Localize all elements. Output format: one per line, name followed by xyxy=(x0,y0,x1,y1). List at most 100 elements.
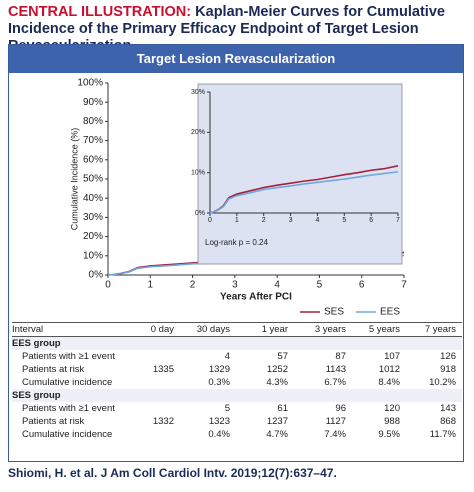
header-cell: 5 years xyxy=(368,324,400,335)
table-row: Patients with ≥1 event 5 61 96 120 143 xyxy=(12,402,462,415)
table-row: Cumulative incidence 0.3% 4.3% 6.7% 8.4% 10.2… xyxy=(12,376,462,389)
table-cell: 120 xyxy=(384,403,400,414)
x-tick-label: 5 xyxy=(317,280,323,291)
x-tick-label: 3 xyxy=(289,217,293,224)
table: Interval 0 day 30 days 1 year 3 years 5 years… xyxy=(12,322,462,441)
header-cell: 1 year xyxy=(261,324,288,335)
table-cell: 918 xyxy=(440,364,456,375)
table-cell: 0.4% xyxy=(208,429,230,440)
x-tick-label: 2 xyxy=(262,217,266,224)
x-tick-label: 1 xyxy=(148,280,154,291)
y-tick-label: 50% xyxy=(83,174,103,185)
table-cell: 1252 xyxy=(266,364,288,375)
table-cell: 1237 xyxy=(266,416,288,427)
x-tick-label: 7 xyxy=(401,280,407,291)
table-cell: 7.4% xyxy=(324,429,346,440)
x-tick-label: 7 xyxy=(396,217,400,224)
header-cell: 0 day xyxy=(150,324,174,335)
group-row: SES group xyxy=(12,389,462,402)
y-tick-label: 20% xyxy=(83,231,103,242)
table-row: Patients at risk 1335 1329 1252 1143 1012 918 xyxy=(12,363,462,376)
table-cell: 1127 xyxy=(325,416,346,427)
x-tick-label: 1 xyxy=(235,217,239,224)
y-tick-label: 70% xyxy=(83,135,103,146)
y-tick-label: 90% xyxy=(83,97,103,108)
x-tick-label: 4 xyxy=(274,280,280,291)
y-tick-label: 30% xyxy=(191,89,205,96)
y-tick-label: 30% xyxy=(83,212,103,223)
table-cell: Patients at risk xyxy=(22,416,85,427)
table-cell: Patients with ≥1 event xyxy=(22,403,115,414)
y-tick-label: 0% xyxy=(195,210,205,217)
table-cell: Patients with ≥1 event xyxy=(22,351,115,362)
table-cell: 1332 xyxy=(152,416,174,427)
table-cell: 96 xyxy=(335,403,346,414)
table-cell: 6.7% xyxy=(324,377,346,388)
table-cell: 868 xyxy=(440,416,456,427)
table-cell: 1143 xyxy=(325,364,346,375)
table-cell: 57 xyxy=(277,351,288,362)
x-tick-label: 0 xyxy=(208,217,212,224)
table-cell: 9.5% xyxy=(378,429,400,440)
table-row: Cumulative incidence 0.4% 4.7% 7.4% 9.5% 11.7… xyxy=(12,428,462,441)
table-cell: 1323 xyxy=(208,416,230,427)
header-cell: Interval xyxy=(12,324,44,335)
y-tick-label: 10% xyxy=(191,170,205,177)
table-cell: 1329 xyxy=(208,364,230,375)
header-label: CENTRAL ILLUSTRATION: xyxy=(8,4,192,20)
header-cell: 3 years xyxy=(314,324,346,335)
table-cell: 988 xyxy=(384,416,400,427)
table-header: Interval 0 day 30 days 1 year 3 years 5 years… xyxy=(12,322,462,337)
panel-title: Target Lesion Revascularization xyxy=(9,45,463,73)
annotation: Log-rank p = 0.24 xyxy=(205,238,268,247)
table-cell: 126 xyxy=(440,351,456,362)
x-tick-label: 2 xyxy=(190,280,196,291)
table-cell: 87 xyxy=(335,351,346,362)
table-cell: 143 xyxy=(440,403,456,414)
y-axis-title: Cumulative Incidence (%) xyxy=(69,128,79,231)
y-tick-label: 100% xyxy=(77,78,103,89)
y-tick-label: 0% xyxy=(89,270,104,281)
x-tick-label: 3 xyxy=(232,280,238,291)
x-tick-label: 6 xyxy=(359,280,365,291)
table-cell: 0.3% xyxy=(208,377,230,388)
table-cell: 8.4% xyxy=(378,377,400,388)
table-cell: Cumulative incidence xyxy=(22,377,113,388)
y-tick-label: 80% xyxy=(83,116,103,127)
table-cell: 5 xyxy=(224,403,230,414)
table-cell: 11.7% xyxy=(429,429,456,440)
x-tick-label: 0 xyxy=(105,280,111,291)
panel: Target Lesion Revascularization xyxy=(8,44,464,462)
x-tick-label: 4 xyxy=(315,217,319,224)
table-cell: 1012 xyxy=(378,364,400,375)
table-cell: 107 xyxy=(384,351,400,362)
legend-label: SES xyxy=(324,307,344,318)
table-cell xyxy=(130,387,180,389)
group-row: EES group xyxy=(12,337,462,350)
inset-background xyxy=(197,83,403,265)
header-cell: 7 years xyxy=(424,324,456,335)
y-tick-label: 60% xyxy=(83,154,103,165)
table-cell xyxy=(130,439,180,441)
km-curve xyxy=(209,171,399,214)
x-tick-label: 5 xyxy=(342,217,346,224)
citation: Shiomi, H. et al. J Am Coll Cardiol Intv… xyxy=(8,466,337,480)
header-cell: 30 days xyxy=(196,324,230,335)
table-cell: Patients at risk xyxy=(22,364,85,375)
y-tick-label: 10% xyxy=(83,250,103,261)
chart: 0%10%20%30%40%50%60%70%80%90%100%0 1 2 3 4 5 6… xyxy=(69,78,407,318)
legend-label: EES xyxy=(380,307,400,318)
table-cell: EES group xyxy=(12,338,61,349)
y-tick-label: 40% xyxy=(83,193,103,204)
x-tick-label: 6 xyxy=(369,217,373,224)
table-cell: 10.2% xyxy=(429,377,456,388)
table-cell: 4.7% xyxy=(266,429,288,440)
table-row: Patients at risk 1332 1323 1237 1127 988 868 xyxy=(12,415,462,428)
table-cell: 1335 xyxy=(152,364,174,375)
table-cell: SES group xyxy=(12,390,61,401)
y-tick-label: 20% xyxy=(191,129,205,136)
table-cell: 4.3% xyxy=(266,377,288,388)
table-cell: Cumulative incidence xyxy=(22,429,113,440)
table-cell: 61 xyxy=(277,403,288,414)
